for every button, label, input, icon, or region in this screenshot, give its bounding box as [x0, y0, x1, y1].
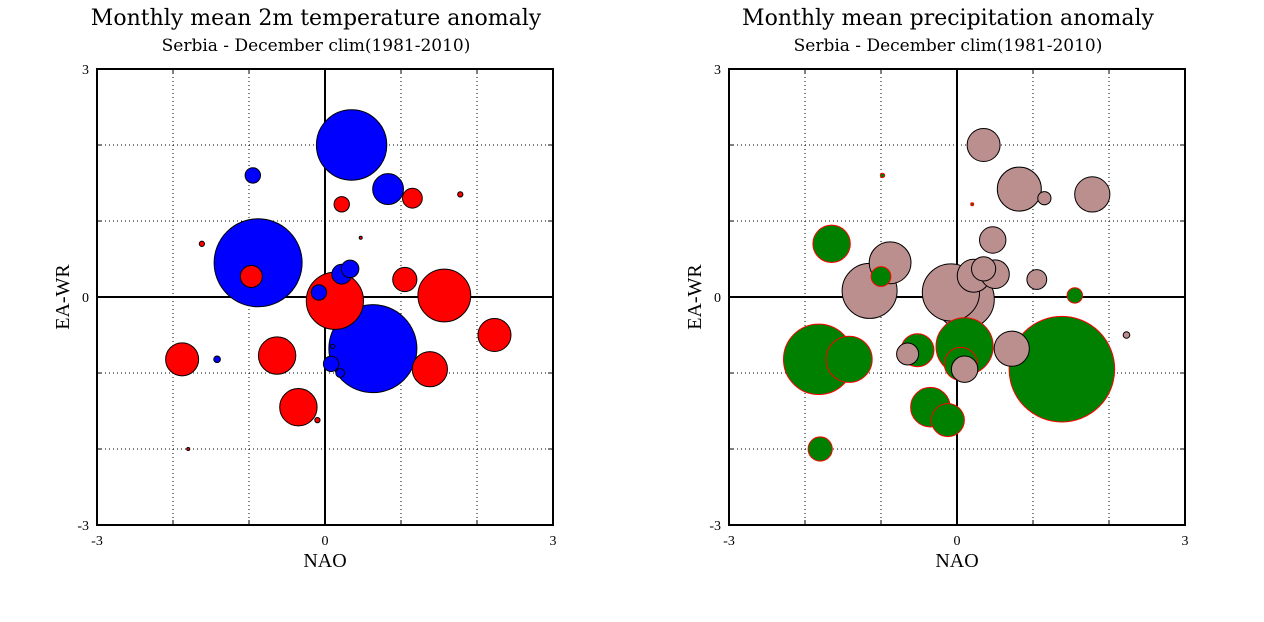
x-axis-label: NAO — [303, 550, 346, 572]
bubble-positive — [165, 342, 200, 377]
bubble-positive — [279, 388, 318, 427]
bubble-positive — [257, 336, 297, 375]
bubble-positive — [1008, 315, 1116, 423]
bubble-positive — [930, 403, 965, 438]
bubble-negative — [1026, 269, 1048, 290]
y-tick-label: 3 — [82, 63, 89, 78]
bubble-positive — [186, 447, 191, 451]
bubble-negative — [993, 330, 1030, 367]
precipitation-scatter-plot: -3 0 3 -3 0 3 NAO EA-WR — [684, 63, 1189, 572]
x-axis-label: NAO — [935, 550, 978, 572]
x-tick-label: 3 — [1182, 534, 1189, 549]
x-tick-label: 0 — [954, 534, 961, 549]
bubble-negative — [329, 343, 336, 350]
bubble-positive — [870, 266, 892, 287]
y-tick-label: -3 — [77, 519, 89, 534]
bubble-negative — [979, 226, 1007, 254]
y-tick-label: 0 — [82, 291, 89, 306]
bubble-positive — [198, 240, 206, 247]
bubble-positive — [879, 172, 886, 179]
bubble-negative — [335, 368, 346, 378]
bubble-positive — [239, 264, 263, 288]
chart-title: Monthly mean 2m temperature anomaly — [90, 6, 542, 31]
bubble-positive — [358, 235, 363, 240]
bubble-positive — [970, 202, 975, 207]
bubble-negative — [328, 304, 418, 394]
bubble-negative — [244, 167, 262, 184]
precipitation-anomaly-panel: Monthly mean precipitation anomaly Serbi… — [632, 0, 1264, 622]
temperature-scatter-plot: -3 0 3 -3 0 3 NAO EA-WR — [52, 63, 557, 572]
bubble-series — [165, 109, 512, 451]
bubble-positive — [477, 318, 512, 352]
bubble-negative — [372, 173, 404, 205]
bubble-negative — [1037, 191, 1052, 206]
bubble-positive — [392, 266, 418, 293]
y-axis-label: EA-WR — [684, 264, 706, 330]
bubble-positive — [457, 191, 464, 198]
bubble-positive — [417, 268, 472, 323]
bubble-negative — [896, 342, 920, 366]
bubble-positive — [807, 436, 833, 462]
bubble-negative — [1074, 176, 1111, 213]
bubble-positive — [314, 416, 321, 424]
bubble-negative — [1122, 331, 1131, 339]
bubble-positive — [825, 335, 873, 383]
bubble-negative — [966, 128, 1001, 162]
x-tick-label: 3 — [550, 534, 557, 549]
bubble-positive — [1066, 287, 1083, 304]
bubble-positive — [411, 351, 448, 388]
y-tick-label: -3 — [709, 519, 721, 534]
bubble-negative — [213, 218, 303, 308]
y-tick-label: 3 — [714, 63, 721, 78]
bubble-series — [782, 128, 1131, 462]
temperature-anomaly-panel: Monthly mean 2m temperature anomaly Serb… — [52, 6, 557, 572]
x-tick-label: 0 — [322, 534, 329, 549]
bubble-negative — [322, 355, 340, 373]
y-axis-label: EA-WR — [52, 264, 74, 330]
bubble-negative — [213, 355, 221, 364]
bubble-negative — [310, 284, 328, 301]
bubble-negative — [996, 166, 1042, 212]
bubble-positive — [812, 224, 851, 264]
chart-subtitle: Serbia - December clim(1981-2010) — [793, 36, 1103, 56]
bubble-negative — [971, 256, 997, 282]
bubble-negative — [315, 109, 388, 181]
x-tick-label: -3 — [91, 534, 103, 549]
bubble-positive — [402, 187, 423, 209]
bubble-positive — [333, 196, 350, 213]
bubble-negative — [340, 259, 360, 279]
bubble-negative — [950, 355, 979, 383]
x-tick-label: -3 — [723, 534, 735, 549]
y-tick-label: 0 — [714, 291, 721, 306]
chart-subtitle: Serbia - December clim(1981-2010) — [161, 36, 471, 56]
chart-title: Monthly mean precipitation anomaly — [742, 6, 1154, 31]
